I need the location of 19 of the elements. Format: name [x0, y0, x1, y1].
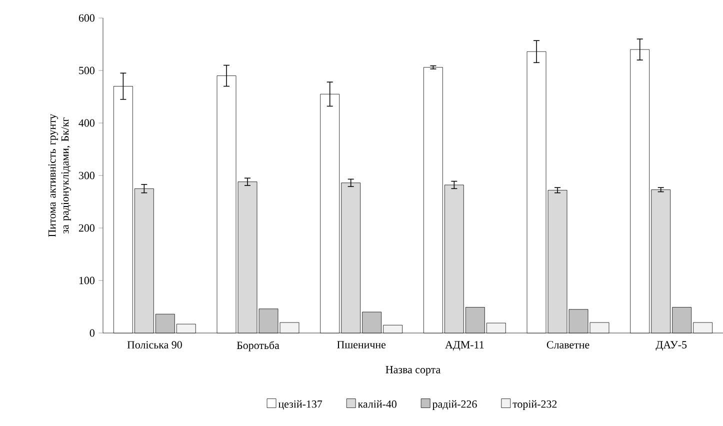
x-axis-title: Назва сорта [386, 366, 440, 376]
y-tick-label: 300 [78, 172, 94, 180]
y-tick-label: 600 [78, 14, 94, 22]
y-tick-label: 0 [90, 329, 94, 337]
legend-label: торій-232 [512, 400, 557, 410]
y-tick-label: 100 [79, 276, 94, 284]
x-tick-label: АДМ-11 [445, 341, 484, 351]
legend-label: радій-226 [432, 400, 477, 410]
y-tick-label: 200 [78, 224, 94, 232]
y-tick-label: 500 [79, 66, 94, 74]
x-tick-label: Боротьба [236, 341, 280, 352]
y-tick-label: 400 [78, 119, 94, 127]
legend-label: калій-40 [358, 400, 396, 408]
legend-label: цезій-137 [278, 400, 322, 410]
x-tick-label: ДАУ-5 [656, 341, 687, 351]
y-axis-title: Питома активність грунту за радіонуклідами, Бк/кг [48, 114, 71, 237]
x-tick-label: Пшеничне [337, 341, 386, 348]
x-tick-label: Поліська 90 [127, 341, 182, 348]
x-tick-label: Славетне [546, 341, 590, 348]
